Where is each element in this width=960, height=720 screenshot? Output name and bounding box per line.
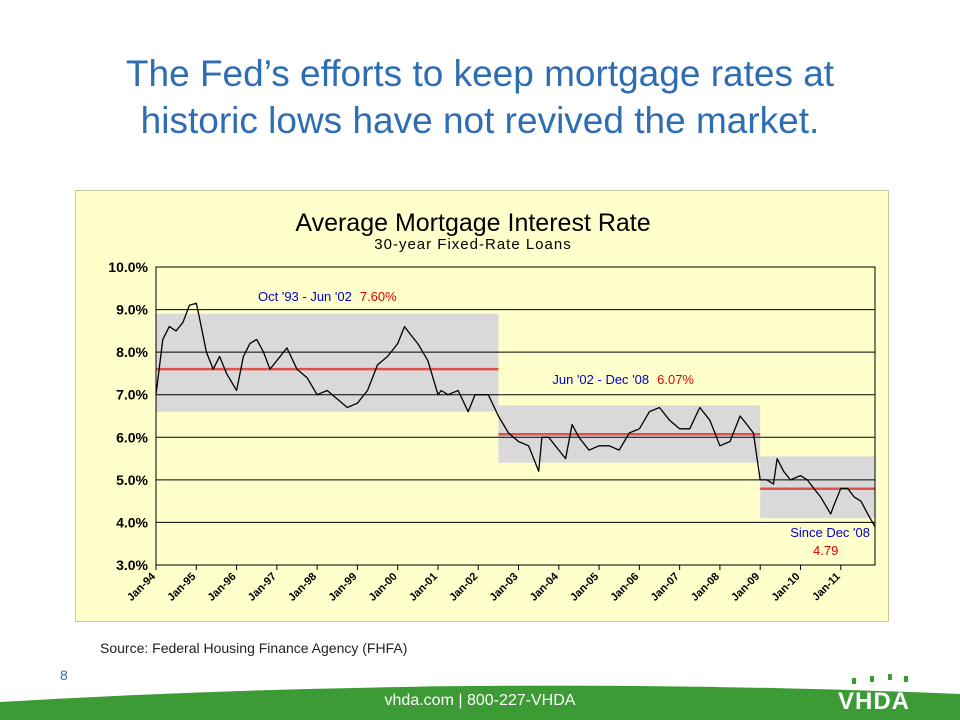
y-tick-label: 5.0%	[116, 472, 148, 488]
y-tick-label: 10.0%	[108, 259, 148, 275]
x-tick-label: Jan-11	[810, 571, 843, 604]
x-tick-label: Jan-96	[206, 571, 239, 604]
period-average-label-1: 6.07%	[657, 372, 694, 387]
mortgage-rate-chart: Average Mortgage Interest Rate 30-year F…	[108, 209, 876, 604]
page-number: 8	[60, 667, 68, 683]
y-tick-label: 4.0%	[116, 514, 148, 530]
y-tick-label: 7.0%	[116, 387, 148, 403]
y-tick-label: 9.0%	[116, 302, 148, 318]
chart-title: Average Mortgage Interest Rate	[295, 209, 650, 237]
slide-title: The Fed’s efforts to keep mortgage rates…	[40, 50, 920, 144]
series-line-0	[155, 302, 876, 528]
chart-subtitle: 30-year Fixed-Rate Loans	[374, 236, 571, 253]
source-note: Source: Federal Housing Finance Agency (…	[100, 640, 408, 656]
y-axis-ticks: 3.0% 4.0% 5.0% 6.0% 7.0% 8.0% 9.0% 10.0%	[108, 259, 148, 573]
series-line-group	[155, 302, 876, 528]
x-tick-label: Jan-08	[689, 571, 722, 604]
period-band-0	[156, 313, 499, 412]
period-average-label-0: 7.60%	[360, 289, 397, 304]
slide-title-line1: The Fed’s efforts to keep mortgage rates…	[125, 53, 835, 94]
period-label-2: Since Dec '08	[790, 525, 870, 540]
period-labels: Oct '93 - Jun '02 7.60% Jun '02 - Dec '08 6…	[258, 289, 870, 558]
x-tick-label: Jan-03	[488, 571, 521, 604]
period-band-2	[760, 456, 875, 519]
x-tick-label: Jan-04	[528, 570, 562, 604]
x-tick-label: Jan-01	[407, 571, 440, 604]
x-tick-label: Jan-94	[125, 570, 159, 604]
x-tick-label: Jan-02	[447, 571, 480, 604]
x-tick-label: Jan-99	[326, 571, 359, 604]
vhda-logo-icon	[838, 666, 918, 688]
y-tick-label: 6.0%	[116, 429, 148, 445]
x-tick-label: Jan-05	[568, 571, 601, 604]
period-label-1: Jun '02 - Dec '08	[552, 372, 649, 387]
x-tick-label: Jan-06	[608, 571, 641, 604]
period-bands	[156, 313, 875, 519]
footer-band	[0, 685, 960, 720]
x-tick-label: Jan-09	[729, 571, 762, 604]
x-tick-label: Jan-00	[367, 571, 400, 604]
period-label-0: Oct '93 - Jun '02	[258, 289, 352, 304]
y-tick-label: 3.0%	[116, 557, 148, 573]
slide-title-line2: historic lows have not revived the marke…	[140, 100, 820, 141]
period-average-label-2: 4.79	[813, 543, 838, 558]
footer-contact: vhda.com | 800-227-VHDA	[384, 692, 576, 709]
plot-area-border	[155, 266, 876, 566]
x-tick-label: Jan-95	[165, 571, 198, 604]
chart-frame: Average Mortgage Interest Rate 30-year F…	[75, 190, 889, 622]
logo-text: VHDA	[838, 688, 911, 715]
y-tick-label: 8.0%	[116, 344, 148, 360]
x-tick-label: Jan-98	[286, 571, 319, 604]
x-tick-label: Jan-97	[246, 571, 279, 604]
x-tick-label: Jan-10	[769, 571, 802, 604]
x-tick-label: Jan-07	[649, 571, 682, 604]
x-axis-ticks: Jan-94 Jan-95 Jan-96 Jan-97 Jan-98 Jan-99 Jan-…	[125, 565, 843, 604]
